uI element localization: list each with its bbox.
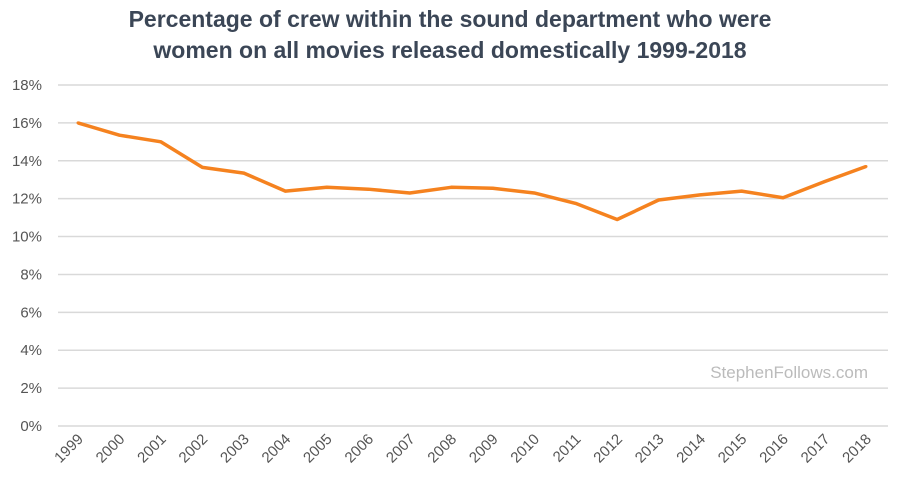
data-point — [76, 121, 80, 125]
data-point — [698, 193, 702, 197]
data-point — [864, 164, 868, 168]
series-line — [77, 121, 867, 222]
x-tick-label: 2011 — [550, 431, 585, 466]
x-tick-label: 2014 — [673, 431, 709, 467]
data-point — [117, 133, 121, 137]
data-point — [408, 191, 412, 195]
y-tick-label: 2% — [20, 380, 42, 397]
data-point — [159, 140, 163, 144]
data-point — [449, 185, 453, 189]
x-tick-label: 2006 — [342, 431, 378, 467]
data-point — [823, 180, 827, 184]
x-tick-label: 2010 — [507, 431, 543, 467]
x-tick-label: 2008 — [424, 431, 460, 467]
title-line-2: women on all movies released domesticall… — [153, 37, 747, 63]
x-tick-label: 2017 — [798, 431, 834, 467]
data-point — [366, 187, 370, 191]
x-tick-label: 2004 — [259, 431, 295, 467]
y-tick-label: 14% — [12, 153, 42, 170]
x-tick-label: 2002 — [176, 431, 212, 467]
x-tick-label: 2012 — [590, 431, 626, 467]
data-point — [657, 198, 661, 202]
x-tick-label: 2009 — [466, 431, 502, 467]
x-tick-label: 2001 — [134, 431, 170, 467]
title-line-1: Percentage of crew within the sound depa… — [128, 6, 772, 32]
y-tick-label: 18% — [12, 77, 42, 94]
y-tick-label: 12% — [12, 191, 42, 208]
y-tick-label: 4% — [20, 342, 42, 359]
x-tick-label: 2013 — [632, 431, 668, 467]
x-tick-label: 1999 — [51, 431, 87, 467]
y-tick-label: 0% — [20, 418, 42, 435]
y-tick-label: 6% — [20, 304, 42, 321]
data-point — [781, 196, 785, 200]
x-tick-label: 2005 — [300, 431, 336, 467]
data-point — [574, 201, 578, 205]
x-tick-label: 2015 — [715, 431, 751, 467]
x-tick-label: 2003 — [217, 431, 253, 467]
watermark: StephenFollows.com — [710, 363, 868, 382]
data-point — [325, 185, 329, 189]
x-tick-label: 2007 — [383, 431, 419, 467]
chart-title: Percentage of crew within the sound depa… — [0, 4, 900, 66]
x-tick-label: 2000 — [93, 431, 129, 467]
data-point — [283, 189, 287, 193]
y-tick-label: 16% — [12, 115, 42, 132]
data-point — [740, 189, 744, 193]
x-tick-label: 2016 — [756, 431, 792, 467]
y-tick-label: 8% — [20, 266, 42, 283]
data-point — [200, 165, 204, 169]
data-point — [615, 218, 619, 222]
y-tick-label: 10% — [12, 229, 42, 246]
data-point — [242, 171, 246, 175]
x-tick-label: 2018 — [839, 431, 875, 467]
data-point — [532, 191, 536, 195]
data-point — [491, 186, 495, 190]
